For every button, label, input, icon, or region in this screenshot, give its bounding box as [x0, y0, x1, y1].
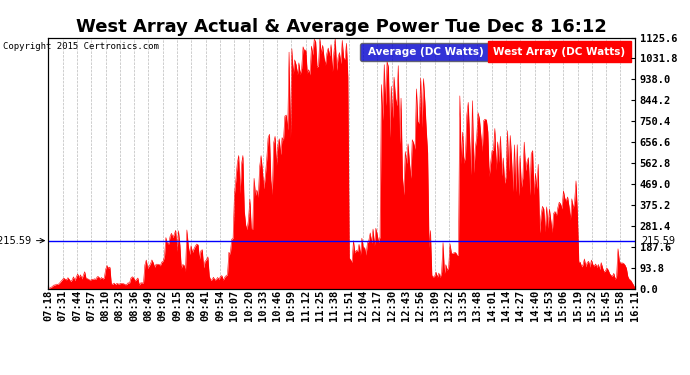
Text: + 215.59: + 215.59	[0, 236, 44, 246]
Text: Copyright 2015 Certronics.com: Copyright 2015 Certronics.com	[3, 42, 159, 51]
Legend: Average (DC Watts), West Array (DC Watts): Average (DC Watts), West Array (DC Watts…	[360, 43, 629, 61]
Text: 215.59: 215.59	[642, 236, 676, 246]
Title: West Array Actual & Average Power Tue Dec 8 16:12: West Array Actual & Average Power Tue De…	[76, 18, 607, 36]
